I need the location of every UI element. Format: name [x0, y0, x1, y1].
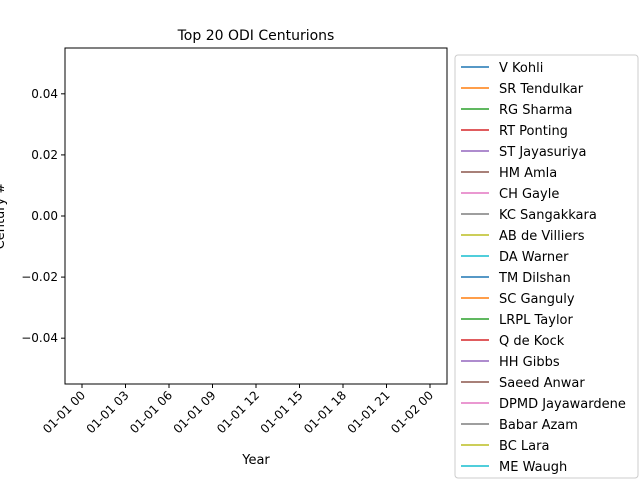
legend-label: Saeed Anwar	[499, 376, 585, 391]
legend-label: LRPL Taylor	[499, 313, 574, 328]
x-tick-label: 01-02 00	[388, 388, 436, 436]
legend-label: ME Waugh	[499, 460, 567, 475]
legend-label: RT Ponting	[499, 124, 568, 139]
legend-label: DA Warner	[499, 250, 569, 265]
x-tick-label: 01-01 15	[258, 388, 306, 436]
legend-label: TM Dilshan	[498, 271, 571, 286]
legend-label: ST Jayasuriya	[499, 145, 586, 160]
y-tick-label: −0.04	[21, 331, 58, 345]
chart-title: Top 20 ODI Centurions	[177, 28, 335, 44]
x-tick-label: 01-01 06	[127, 388, 175, 436]
legend-label: AB de Villiers	[499, 229, 585, 244]
legend-label: SC Ganguly	[499, 292, 575, 307]
legend-label: Q de Kock	[499, 334, 565, 349]
y-tick-label: 0.04	[31, 87, 58, 101]
y-axis: 0.04 0.02 0.00 −0.02 −0.04	[21, 87, 65, 345]
legend-label: HM Amla	[499, 166, 557, 181]
x-tick-label: 01-01 21	[345, 388, 393, 436]
legend-label: V Kohli	[499, 61, 543, 76]
y-tick-label: 0.02	[31, 148, 58, 162]
x-tick-label: 01-01 09	[171, 388, 219, 436]
legend: V Kohli SR Tendulkar RG Sharma RT Ponting ST…	[454, 54, 639, 479]
legend-label: SR Tendulkar	[499, 82, 584, 97]
legend-label: HH Gibbs	[499, 355, 560, 370]
legend-label: BC Lara	[499, 439, 549, 454]
x-tick-label: 01-01 00	[40, 388, 88, 436]
legend-label: CH Gayle	[499, 187, 559, 202]
x-tick-label: 01-01 12	[214, 388, 262, 436]
legend-label: KC Sangakkara	[499, 208, 597, 223]
x-tick-label: 01-01 03	[84, 388, 132, 436]
plot-area	[64, 47, 448, 385]
y-tick-label: 0.00	[31, 209, 58, 223]
legend-frame	[454, 54, 639, 479]
legend-label: Babar Azam	[499, 418, 578, 433]
y-axis-label: Century #	[0, 183, 8, 250]
y-tick-label: −0.02	[21, 270, 58, 284]
legend-label: RG Sharma	[499, 103, 572, 118]
x-tick-label: 01-01 18	[301, 388, 349, 436]
legend-label: DPMD Jayawardene	[499, 397, 626, 412]
x-axis-label: Year	[241, 453, 270, 468]
